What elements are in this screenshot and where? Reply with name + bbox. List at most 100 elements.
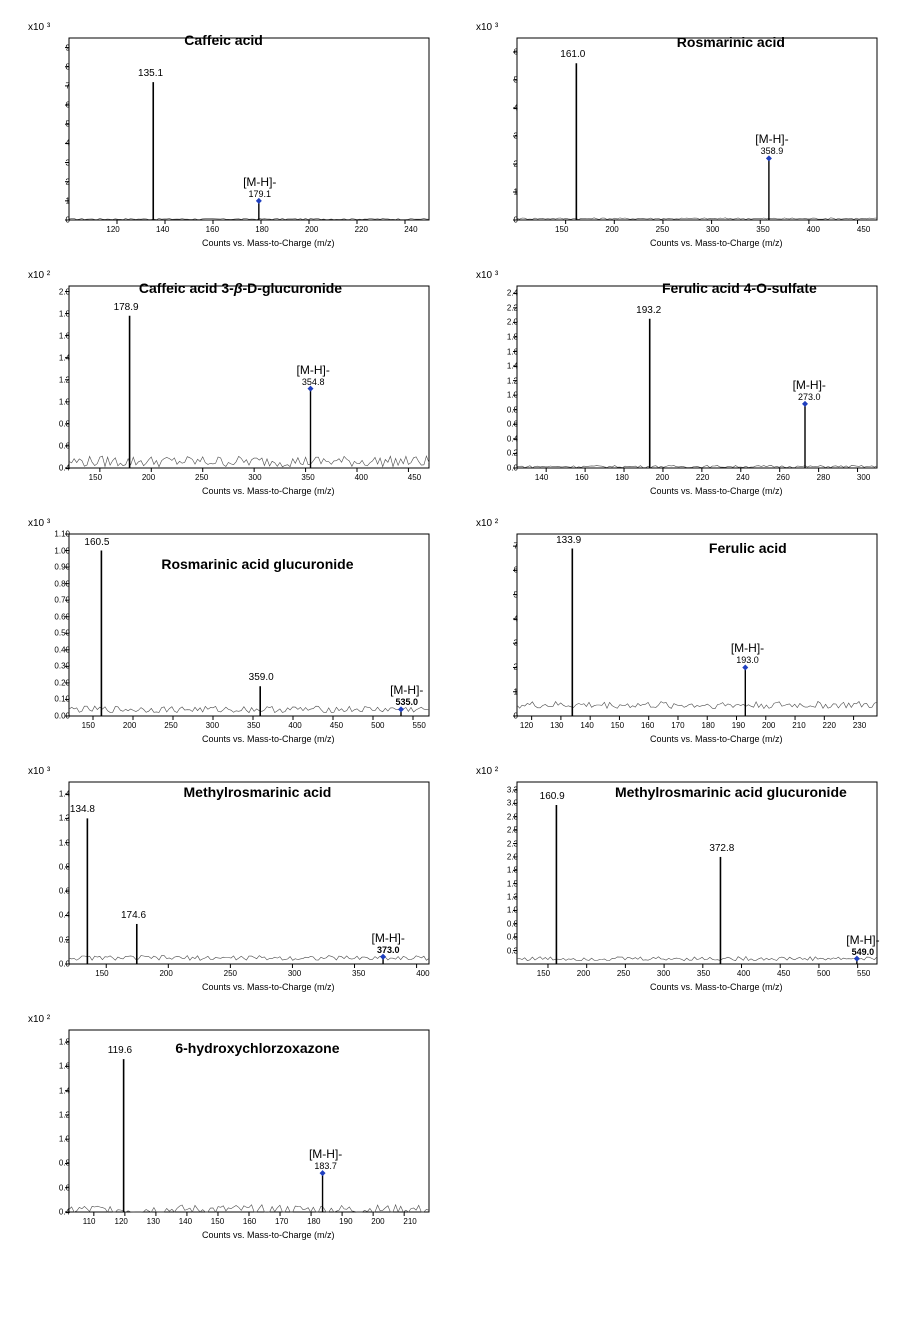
mh-label: [M-H]- — [243, 175, 276, 189]
peak-label: 372.8 — [709, 843, 734, 854]
mh-label: [M-H]- — [846, 933, 879, 947]
spectrum-plot — [20, 20, 444, 250]
y-tick-label: 0.6 — [59, 887, 70, 896]
x-axis-label: Counts vs. Mass-to-Charge (m/z) — [202, 734, 335, 744]
y-tick-label: 3.3 — [507, 786, 518, 795]
x-tick-label: 110 — [83, 1217, 96, 1226]
x-tick-label: 250 — [656, 225, 669, 234]
x-tick-label: 550 — [857, 969, 870, 978]
y-tick-label: 1 — [514, 687, 518, 696]
spectrum-plot — [20, 516, 444, 746]
y-tick-label: 0.5 — [507, 933, 518, 942]
y-tick-label: 2.8 — [507, 812, 518, 821]
y-tick-label: 0.50 — [54, 629, 70, 638]
y-tick-label: 2.0 — [507, 318, 518, 327]
y-tick-label: 1.3 — [507, 893, 518, 902]
y-tick-label: 0.60 — [54, 612, 70, 621]
y-tick-label: 1.0 — [59, 397, 70, 406]
y-tick-label: 9 — [66, 43, 70, 52]
spectrum-title: Methylrosmarinic acid glucuronide — [615, 784, 847, 800]
x-tick-label: 190 — [339, 1217, 352, 1226]
y-exponent: x10 ³ — [28, 22, 50, 33]
x-tick-label: 400 — [737, 969, 750, 978]
mh-label: [M-H]- — [372, 931, 405, 945]
y-tick-label: 3 — [66, 158, 70, 167]
y-tick-label: 2.0 — [507, 852, 518, 861]
x-tick-label: 140 — [156, 225, 169, 234]
x-tick-label: 150 — [95, 969, 108, 978]
spectrum-ferulic-acid-sulfate: x10 ³Ferulic acid 4-O-sulfate14016018020… — [468, 268, 892, 498]
y-tick-label: 1.8 — [507, 866, 518, 875]
peak-label: 134.8 — [70, 804, 95, 815]
y-tick-label: 5 — [514, 590, 518, 599]
y-exponent: x10 ² — [476, 518, 498, 529]
x-tick-label: 400 — [288, 721, 301, 730]
y-tick-label: 2.2 — [507, 303, 518, 312]
y-tick-label: 0.30 — [54, 662, 70, 671]
x-tick-label: 300 — [657, 969, 670, 978]
y-tick-label: 2.0 — [59, 287, 70, 296]
x-tick-label: 180 — [255, 225, 268, 234]
y-tick-label: 0.8 — [59, 862, 70, 871]
x-tick-label: 240 — [736, 473, 749, 482]
y-tick-label: 0.8 — [507, 919, 518, 928]
x-tick-label: 250 — [195, 473, 208, 482]
x-tick-label: 250 — [224, 969, 237, 978]
spectrum-plot — [468, 20, 892, 250]
y-tick-label: 0.4 — [507, 434, 518, 443]
y-tick-label: 6 — [514, 566, 518, 575]
spectrum-title: 6-hydroxychlorzoxazone — [175, 1040, 339, 1056]
y-tick-label: 2.3 — [507, 839, 518, 848]
x-tick-label: 220 — [696, 473, 709, 482]
spectrum-plot — [468, 516, 892, 746]
x-tick-label: 400 — [807, 225, 820, 234]
x-tick-label: 210 — [403, 1217, 416, 1226]
y-tick-label: 0 — [514, 216, 518, 225]
spectrum-methylrosmarinic-acid-glucuronide: x10 ²Methylrosmarinic acid glucuronide15… — [468, 764, 892, 994]
y-tick-label: 0.10 — [54, 695, 70, 704]
x-tick-label: 450 — [330, 721, 343, 730]
y-tick-label: 1.6 — [59, 331, 70, 340]
spectrum-caffeic-acid-glucuronide: x10 ²Caffeic acid 3-β-D-glucuronide15020… — [20, 268, 444, 498]
y-tick-label: 0.8 — [507, 405, 518, 414]
x-tick-label: 170 — [671, 721, 684, 730]
y-tick-label: 1.2 — [59, 1110, 70, 1119]
x-tick-label: 300 — [857, 473, 870, 482]
x-tick-label: 150 — [211, 1217, 224, 1226]
x-tick-label: 140 — [580, 721, 593, 730]
y-tick-label: 5 — [66, 120, 70, 129]
x-tick-label: 190 — [732, 721, 745, 730]
mh-label: [M-H]- — [793, 378, 826, 392]
y-tick-label: 3 — [514, 639, 518, 648]
x-tick-label: 300 — [706, 225, 719, 234]
mh-mz-label: 549.0 — [852, 947, 875, 957]
y-tick-label: 2.4 — [507, 289, 518, 298]
x-tick-label: 300 — [288, 969, 301, 978]
x-axis-label: Counts vs. Mass-to-Charge (m/z) — [202, 982, 335, 992]
y-tick-label: 2.5 — [507, 826, 518, 835]
x-tick-label: 300 — [248, 473, 261, 482]
x-tick-label: 250 — [164, 721, 177, 730]
y-tick-label: 1.4 — [59, 353, 70, 362]
spectrum-hydroxychlorzoxazone: x10 ²6-hydroxychlorzoxazone1101201301401… — [20, 1012, 444, 1242]
y-tick-label: 1 — [66, 196, 70, 205]
x-axis-label: Counts vs. Mass-to-Charge (m/z) — [650, 982, 783, 992]
y-tick-label: 1.0 — [507, 906, 518, 915]
y-tick-label: 0.3 — [507, 946, 518, 955]
x-tick-label: 260 — [776, 473, 789, 482]
x-tick-label: 120 — [520, 721, 533, 730]
mh-label: [M-H]- — [755, 132, 788, 146]
y-tick-label: 0.6 — [59, 1183, 70, 1192]
y-tick-label: 2 — [66, 177, 70, 186]
x-tick-label: 210 — [792, 721, 805, 730]
x-tick-label: 120 — [106, 225, 119, 234]
x-tick-label: 350 — [301, 473, 314, 482]
y-tick-label: 1 — [514, 188, 518, 197]
y-tick-label: 0.4 — [59, 911, 70, 920]
y-tick-label: 7 — [514, 542, 518, 551]
y-tick-label: 1.4 — [507, 362, 518, 371]
peak-label: 161.0 — [560, 49, 585, 60]
spectrum-title: Caffeic acid — [184, 32, 263, 48]
x-tick-label: 300 — [206, 721, 219, 730]
spectrum-rosmarinic-acid-glucuronide: x10 ³Rosmarinic acid glucuronide15020025… — [20, 516, 444, 746]
